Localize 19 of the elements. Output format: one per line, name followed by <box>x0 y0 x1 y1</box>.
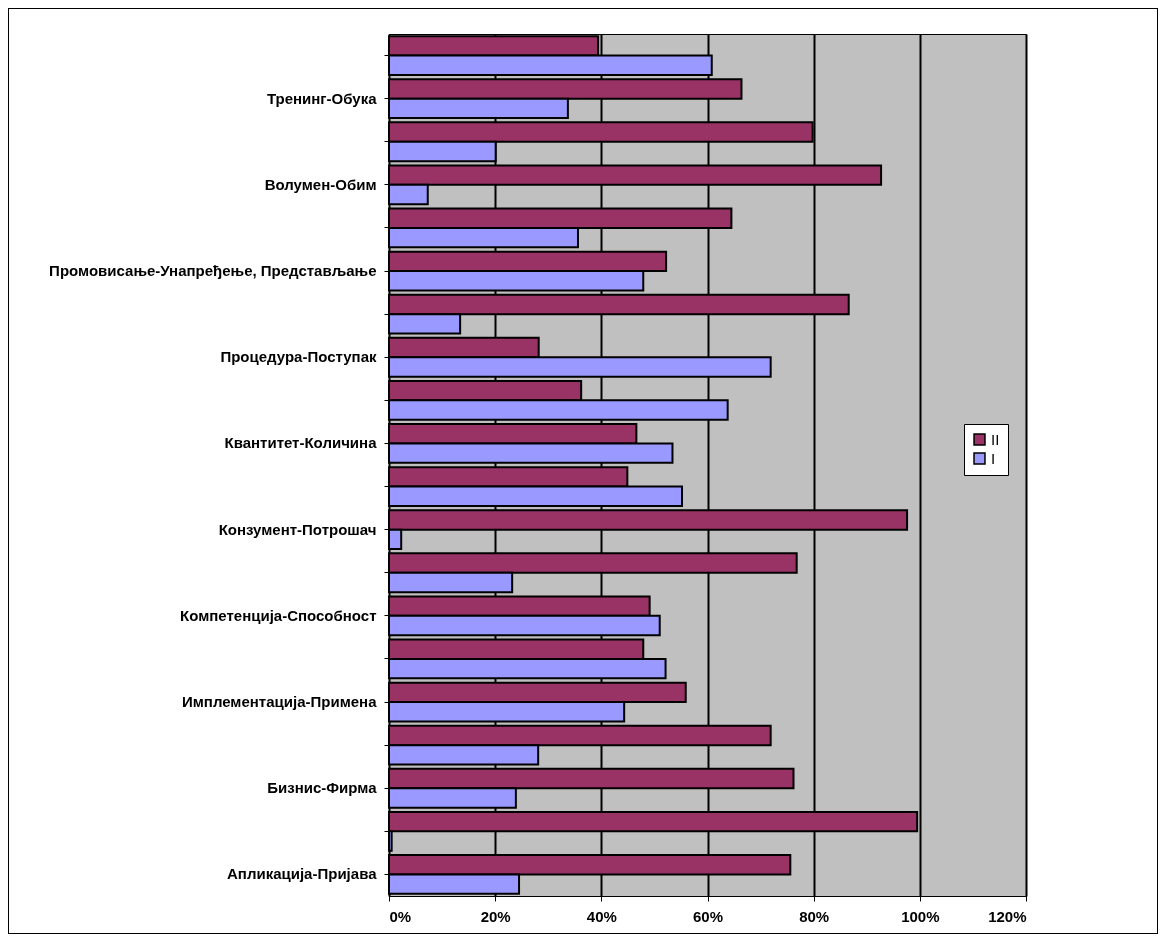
y-tick-label: Процедура-Поступак <box>220 348 377 366</box>
y-tick-label: Имплементација-Примена <box>181 693 378 711</box>
y-tick-label: Промовисање-Унапређење, Представљање <box>49 262 377 280</box>
y-tick-label: Компетенција-Способност <box>180 606 377 624</box>
y-tick-label: Квантитет-Количина <box>224 434 378 452</box>
x-tick-label: 60% <box>692 907 724 925</box>
legend-label: II <box>991 430 1000 448</box>
y-tick-label: Бизнис-Фирма <box>267 779 378 797</box>
x-tick-label: 0% <box>389 907 412 925</box>
x-tick-label: 20% <box>480 907 511 925</box>
y-tick-label: Конзумент-Потрошач <box>218 520 377 538</box>
y-tick-label: Волумен-Обим <box>264 175 377 193</box>
x-tick-label: 100% <box>901 907 940 925</box>
y-tick-label: Апликација-Пријава <box>227 865 378 883</box>
y-tick-label: Тренинг-Обука <box>266 89 378 107</box>
x-tick-label: 120% <box>988 907 1027 925</box>
x-tick-label: 40% <box>586 907 617 925</box>
legend-label: I <box>991 449 996 467</box>
x-tick-label: 80% <box>799 907 830 925</box>
